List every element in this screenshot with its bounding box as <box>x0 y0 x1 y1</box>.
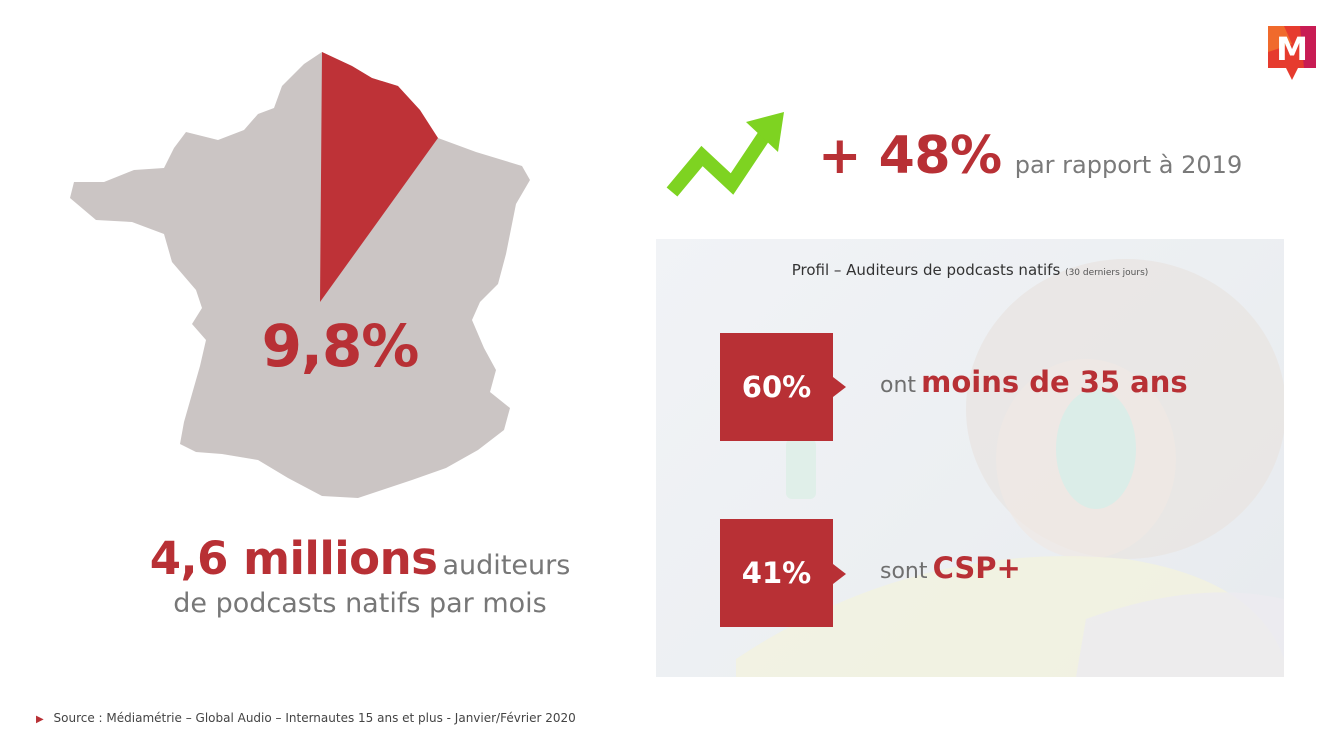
stat-label-under-35: ont moins de 35 ans <box>880 365 1188 399</box>
mediametrie-logo: M <box>1268 26 1316 80</box>
stat-emphasis: moins de 35 ans <box>921 365 1188 399</box>
map-highlight-wedge <box>320 52 438 302</box>
profile-title: Profil – Auditeurs de podcasts natifs (3… <box>656 261 1284 279</box>
audience-count: 4,6 millions <box>149 532 438 585</box>
audience-subline: de podcasts natifs par mois <box>173 588 547 619</box>
source-text: Source : Médiamétrie – Global Audio – In… <box>53 711 576 725</box>
stat-box-csp: 41% <box>720 519 833 627</box>
france-map <box>70 52 530 498</box>
profile-title-main: Profil – Auditeurs de podcasts natifs <box>791 261 1061 279</box>
audience-headline: 4,6 millions auditeurs <box>100 532 620 585</box>
profile-panel: Profil – Auditeurs de podcasts natifs (3… <box>656 239 1284 677</box>
source-note: ▶ Source : Médiamétrie – Global Audio – … <box>36 711 576 725</box>
stat-prefix: sont <box>880 559 928 584</box>
stat-label-csp: sont CSP+ <box>880 551 1021 585</box>
growth-comparison: par rapport à 2019 <box>1014 151 1243 179</box>
stat-pointer <box>833 377 846 397</box>
stat-prefix: ont <box>880 373 917 398</box>
trend-up-arrow-icon <box>666 112 784 197</box>
stat-pointer <box>833 564 846 584</box>
bullet-triangle-icon: ▶ <box>36 714 44 725</box>
stat-box-under-35: 60% <box>720 333 833 441</box>
background-photo <box>736 259 1284 677</box>
map-percent-label: 9,8% <box>261 312 420 380</box>
growth-value: + 48% <box>818 126 1002 186</box>
svg-text:M: M <box>1276 30 1308 68</box>
stat-emphasis: CSP+ <box>932 551 1021 585</box>
profile-title-period: (30 derniers jours) <box>1065 268 1149 278</box>
growth-statement: + 48% par rapport à 2019 <box>818 126 1242 186</box>
audience-unit: auditeurs <box>442 550 571 581</box>
